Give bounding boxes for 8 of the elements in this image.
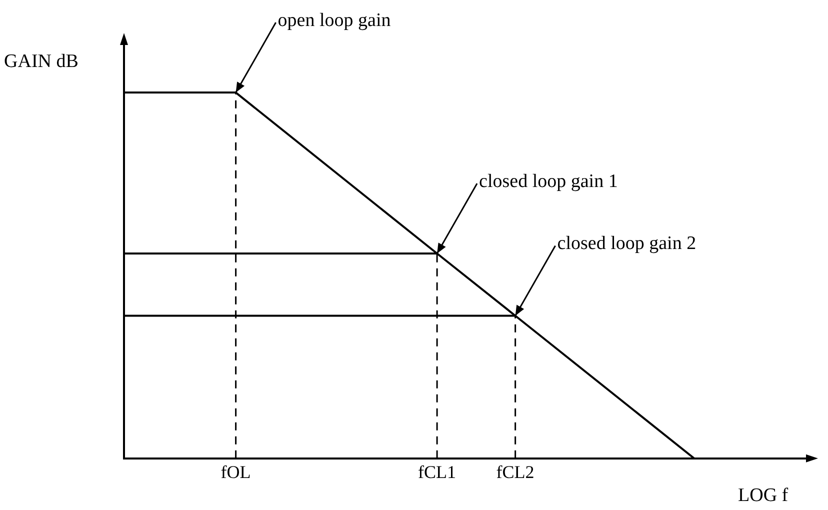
y-axis-title: GAIN dB: [4, 51, 78, 73]
x-tick-label: fCL2: [496, 462, 534, 482]
annotation: closed loop gain 2: [557, 232, 696, 255]
annotation: open loop gain: [278, 10, 391, 32]
x-axis-title: LOG f: [738, 485, 788, 508]
x-tick-label: fCL1: [418, 462, 456, 482]
x-tick-label: fOL: [220, 462, 251, 482]
annotation: closed loop gain 1: [479, 170, 618, 193]
